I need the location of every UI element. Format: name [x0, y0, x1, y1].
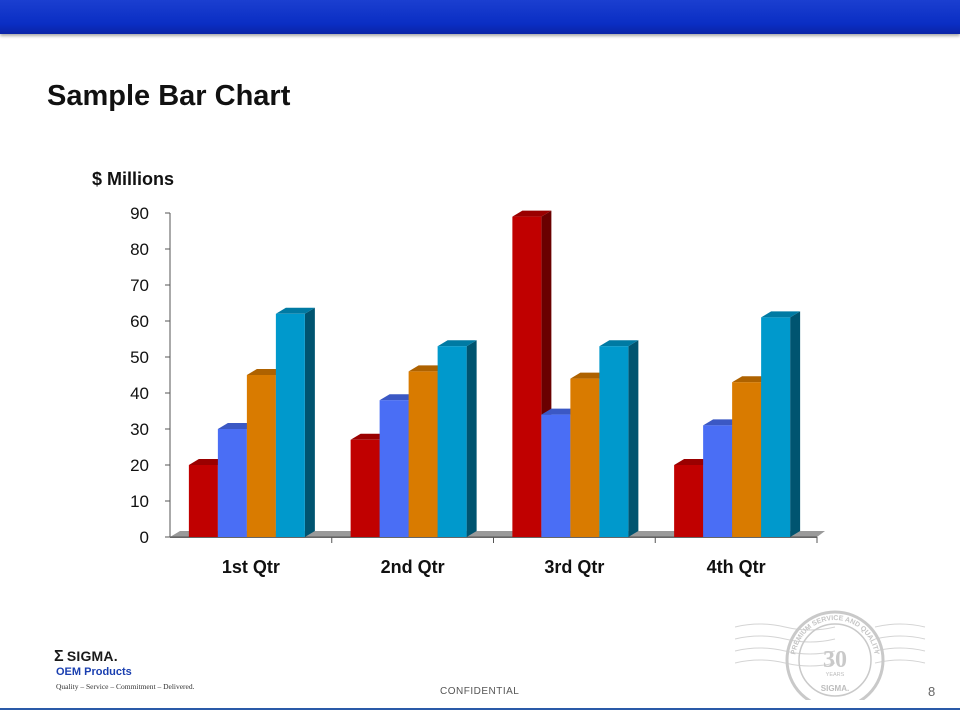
chart-floor	[170, 531, 825, 537]
bar	[732, 382, 762, 537]
seal-years: YEARS	[826, 672, 845, 678]
x-tick-label: 3rd Qtr	[544, 557, 604, 577]
bar-side	[790, 311, 801, 537]
bar	[703, 425, 733, 537]
y-tick-label: 80	[130, 240, 149, 259]
sigma-icon: Σ	[54, 648, 64, 665]
bar	[246, 375, 276, 537]
bar-top	[512, 210, 552, 217]
anniversary-seal: PREMIUM SERVICE AND QUALITY 30 YEARS SIG…	[735, 610, 926, 700]
y-tick-label: 0	[140, 528, 149, 547]
bar-top	[599, 340, 639, 347]
slide-title: Sample Bar Chart	[47, 80, 291, 112]
bar	[541, 414, 571, 537]
logo-brand-text: SIGMA.	[66, 648, 118, 664]
bar	[217, 429, 247, 537]
seal-number: 30	[823, 647, 847, 673]
bar	[674, 465, 704, 537]
bar	[761, 317, 791, 537]
bar-side	[304, 307, 315, 537]
bar	[512, 216, 542, 537]
header-bar	[0, 0, 960, 34]
bar	[379, 400, 409, 537]
y-axis-label: $ Millions	[92, 169, 174, 189]
bar-side	[628, 340, 639, 537]
x-tick-label: 1st Qtr	[222, 557, 280, 577]
page-number: 8	[928, 684, 936, 699]
y-tick-label: 70	[130, 276, 149, 295]
y-tick-label: 40	[130, 384, 149, 403]
logo-brand: Σ SIGMA.	[54, 648, 118, 666]
y-tick-label: 20	[130, 456, 149, 475]
bar-side	[466, 340, 477, 537]
bar-chart: $ Millions 0 10 20 30 40 50 60 70 80 90 1st Qtr 2nd …	[92, 169, 825, 577]
bar	[570, 378, 600, 537]
y-tick-label: 30	[130, 420, 149, 439]
x-tick-label: 2nd Qtr	[381, 557, 445, 577]
bar	[275, 313, 305, 537]
bar	[408, 371, 438, 537]
bar-top	[275, 307, 315, 314]
bar-top	[761, 311, 801, 318]
bar-top	[437, 340, 477, 347]
logo-tagline: Quality – Service – Commitment – Deliver…	[56, 682, 195, 691]
bar	[599, 346, 629, 537]
sigma-logo: Σ SIGMA. OEM Products Quality – Service –…	[54, 648, 234, 698]
seal-brand: SIGMA.	[821, 684, 849, 693]
x-tick-label: 4th Qtr	[707, 557, 766, 577]
y-tick-label: 10	[130, 492, 149, 511]
bar	[350, 439, 380, 537]
bar	[437, 346, 467, 537]
bar	[188, 465, 218, 537]
logo-product: OEM Products	[56, 666, 132, 678]
y-tick-label: 60	[130, 312, 149, 331]
y-tick-label: 90	[130, 204, 149, 223]
confidential-label: CONFIDENTIAL	[440, 686, 520, 697]
footer-line	[0, 708, 960, 710]
y-tick-label: 50	[130, 348, 149, 367]
